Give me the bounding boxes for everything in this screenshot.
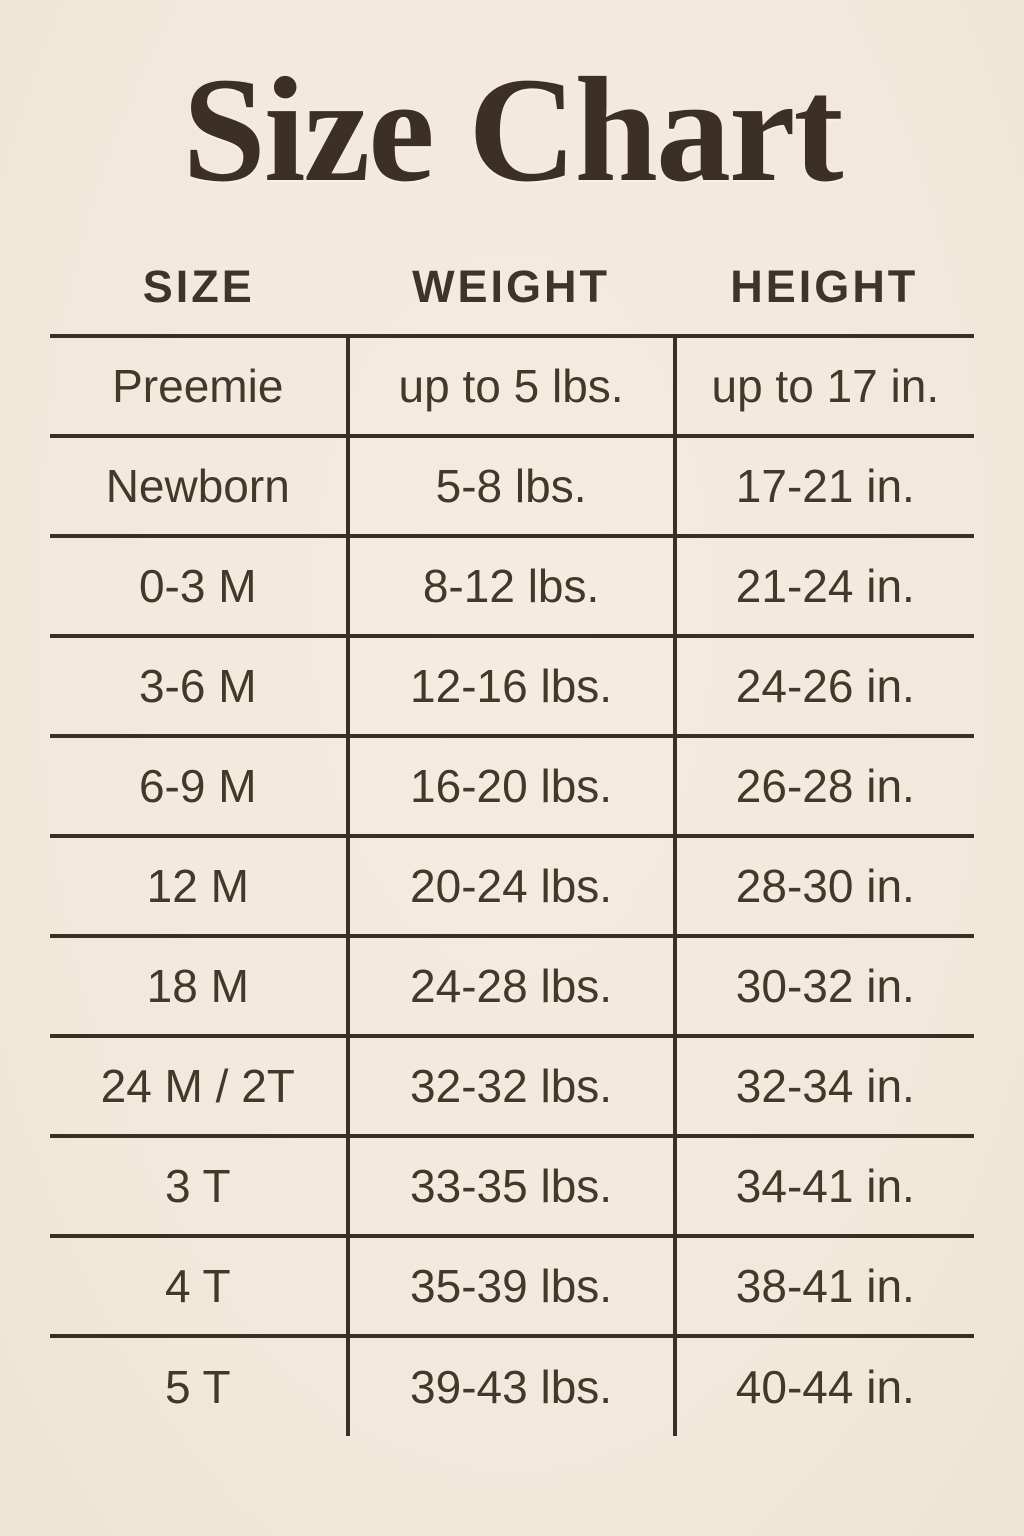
header-cell-size: SIZE [142,260,255,312]
size-cell: Newborn [50,433,348,536]
weight-cell: 12-16 lbs. [345,633,677,736]
weight-cell: 20-24 lbs. [345,833,677,936]
size-cell: 6-9 M [50,733,348,836]
table-row: 24 M / 2T 32-32 lbs. 32-34 in. [50,1033,974,1136]
height-cell: 17-21 in. [674,433,974,536]
table-row: 3-6 M 12-16 lbs. 24-26 in. [50,633,974,736]
size-cell: 3-6 M [50,633,348,736]
weight-cell: up to 5 lbs. [345,333,677,436]
size-cell: 12 M [50,833,348,936]
table-row: 4 T 35-39 lbs. 38-41 in. [50,1233,974,1336]
table-row: 6-9 M 16-20 lbs. 26-28 in. [50,733,974,836]
height-cell: 24-26 in. [674,633,974,736]
weight-cell: 33-35 lbs. [345,1133,677,1236]
weight-cell: 35-39 lbs. [345,1233,677,1336]
height-cell: 28-30 in. [674,833,974,936]
height-cell: 40-44 in. [674,1333,974,1436]
weight-cell: 16-20 lbs. [345,733,677,836]
weight-cell: 32-32 lbs. [345,1033,677,1136]
size-cell: 3 T [50,1133,348,1236]
header-row: SIZE WEIGHT HEIGHT [50,240,974,336]
table-row: Preemie up to 5 lbs. up to 17 in. [50,333,974,436]
table-row: 18 M 24-28 lbs. 30-32 in. [50,933,974,1036]
table-row: 12 M 20-24 lbs. 28-30 in. [50,833,974,936]
size-cell: 4 T [50,1233,348,1336]
height-cell: 26-28 in. [674,733,974,836]
size-chart-table: SIZE WEIGHT HEIGHT Preemie up to 5 lbs. … [50,240,974,1436]
weight-cell: 39-43 lbs. [345,1333,677,1436]
size-cell: 24 M / 2T [50,1033,348,1136]
table-row: 0-3 M 8-12 lbs. 21-24 in. [50,533,974,636]
height-cell: up to 17 in. [674,333,974,436]
weight-cell: 24-28 lbs. [345,933,677,1036]
table-row: Newborn 5-8 lbs. 17-21 in. [50,433,974,536]
header-cell-weight: WEIGHT [412,260,611,312]
size-cell: 5 T [50,1333,348,1436]
page-title: Size Chart [182,47,843,213]
table-row: 3 T 33-35 lbs. 34-41 in. [50,1133,974,1236]
weight-cell: 5-8 lbs. [345,433,677,536]
weight-cell: 8-12 lbs. [345,533,677,636]
table-row: 5 T 39-43 lbs. 40-44 in. [50,1333,974,1436]
size-cell: 0-3 M [50,533,348,636]
height-cell: 38-41 in. [674,1233,974,1336]
height-cell: 30-32 in. [674,933,974,1036]
size-cell: 18 M [50,933,348,1036]
header-cell-height: HEIGHT [730,260,919,312]
size-cell: Preemie [50,333,348,436]
height-cell: 21-24 in. [674,533,974,636]
height-cell: 32-34 in. [674,1033,974,1136]
height-cell: 34-41 in. [674,1133,974,1236]
